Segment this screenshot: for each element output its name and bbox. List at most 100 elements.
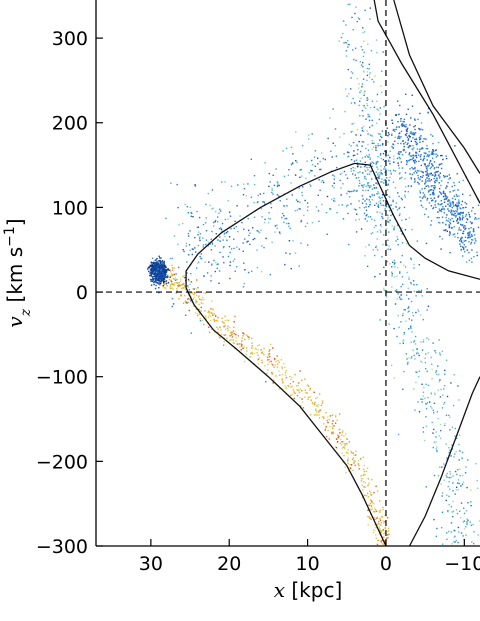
scatter-point: [210, 312, 213, 314]
scatter-point: [459, 211, 462, 214]
scatter-point: [449, 416, 451, 419]
scatter-point: [199, 255, 201, 258]
scatter-point: [350, 145, 352, 147]
scatter-point: [388, 195, 390, 198]
scatter-point: [240, 349, 242, 351]
scatter-point: [458, 531, 460, 533]
scatter-point: [398, 296, 401, 298]
scatter-point: [323, 181, 325, 184]
scatter-point: [194, 292, 196, 294]
scatter-point: [459, 474, 461, 477]
scatter-point: [279, 200, 281, 202]
scatter-point: [435, 156, 437, 158]
scatter-point: [469, 521, 471, 523]
scatter-point: [392, 181, 395, 183]
scatter-point: [162, 267, 165, 269]
scatter-point: [465, 240, 467, 242]
scatter-point: [398, 113, 400, 116]
scatter-point: [455, 451, 457, 453]
scatter-point: [260, 208, 262, 210]
scatter-point: [395, 113, 398, 116]
scatter-point: [164, 269, 166, 271]
scatter-point: [368, 244, 370, 246]
scatter-point: [192, 248, 194, 250]
scatter-point: [421, 147, 423, 149]
scatter-point: [335, 446, 338, 449]
scatter-point: [395, 240, 397, 242]
scatter-point: [462, 246, 464, 248]
scatter-point: [194, 184, 196, 186]
scatter-point: [297, 389, 300, 391]
scatter-point: [430, 406, 432, 408]
scatter-point: [210, 328, 213, 331]
scatter-point: [151, 273, 154, 275]
scatter-point: [170, 281, 173, 283]
scatter-point: [400, 130, 403, 132]
scatter-point: [359, 150, 362, 153]
scatter-point: [411, 158, 413, 160]
scatter-point: [437, 365, 439, 367]
scatter-point: [170, 271, 172, 273]
scatter-point: [171, 283, 173, 285]
scatter-point: [471, 210, 473, 212]
scatter-point: [367, 185, 369, 187]
scatter-point: [161, 263, 164, 265]
scatter-point: [450, 204, 452, 207]
scatter-point: [392, 199, 394, 201]
scatter-point: [449, 473, 452, 475]
scatter-point: [160, 261, 163, 263]
scatter-point: [157, 267, 159, 269]
scatter-point: [229, 261, 232, 263]
scatter-point: [428, 155, 430, 158]
scatter-point: [380, 541, 383, 544]
scatter-point: [461, 236, 463, 239]
scatter-point: [438, 221, 440, 224]
scatter-point: [191, 293, 194, 295]
scatter-point: [448, 217, 450, 220]
scatter-point: [422, 206, 424, 208]
scatter-point: [439, 176, 441, 178]
scatter-point: [393, 155, 395, 157]
scatter-point: [379, 319, 381, 321]
scatter-point: [172, 288, 175, 290]
scatter-point: [428, 186, 430, 188]
scatter-point: [366, 130, 368, 132]
scatter-point: [379, 154, 382, 156]
scatter-point: [218, 228, 221, 230]
scatter-point: [203, 275, 205, 277]
scatter-point: [213, 320, 216, 322]
scatter-point: [172, 284, 174, 287]
scatter-point: [257, 349, 259, 351]
scatter-point: [364, 218, 366, 220]
scatter-point: [447, 454, 450, 457]
scatter-point: [400, 161, 402, 163]
scatter-point: [393, 327, 395, 330]
scatter-point: [455, 194, 458, 196]
scatter-point: [432, 152, 434, 154]
scatter-point: [411, 356, 413, 358]
scatter-point: [448, 234, 451, 237]
scatter-point: [399, 342, 401, 345]
scatter-point: [233, 227, 235, 230]
scatter-point: [271, 363, 273, 365]
scatter-point: [305, 177, 307, 180]
scatter-point: [385, 296, 387, 298]
scatter-point: [369, 158, 371, 160]
scatter-point: [351, 123, 353, 125]
scatter-point: [340, 36, 343, 39]
scatter-point: [281, 366, 283, 368]
scatter-point: [457, 218, 459, 220]
scatter-point: [369, 126, 371, 129]
scatter-point: [352, 49, 354, 51]
scatter-point: [150, 271, 152, 273]
scatter-point: [280, 359, 282, 361]
scatter-point: [205, 230, 208, 232]
scatter-point: [351, 72, 354, 74]
scatter-point: [423, 157, 425, 160]
scatter-point: [360, 97, 362, 100]
scatter-point: [193, 305, 195, 307]
scatter-point: [404, 229, 407, 231]
scatter-point: [232, 342, 234, 344]
scatter-point: [460, 485, 462, 487]
scatter-point: [384, 178, 386, 181]
